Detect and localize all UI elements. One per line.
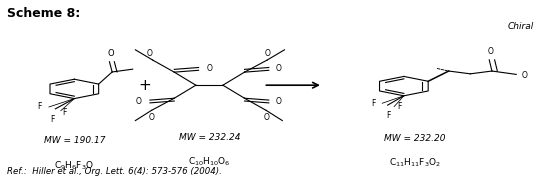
- Text: C$_{10}$H$_{10}$O$_6$: C$_{10}$H$_{10}$O$_6$: [188, 156, 231, 168]
- Text: O: O: [107, 49, 114, 58]
- Text: O: O: [207, 64, 212, 73]
- Text: O: O: [488, 47, 494, 56]
- Text: O: O: [149, 113, 155, 122]
- Text: C$_9$H$_6$F$_3$O: C$_9$H$_6$F$_3$O: [54, 160, 94, 172]
- Text: O: O: [147, 49, 153, 58]
- Text: O: O: [275, 64, 281, 73]
- Text: Chiral: Chiral: [507, 22, 534, 31]
- Text: F: F: [37, 101, 42, 111]
- Text: +: +: [138, 78, 151, 93]
- Text: O: O: [263, 113, 269, 122]
- Text: O: O: [264, 49, 270, 58]
- Text: F: F: [62, 108, 66, 117]
- Text: F: F: [371, 99, 376, 108]
- Text: F: F: [50, 115, 55, 124]
- Text: F: F: [397, 102, 402, 112]
- Text: Ref.:  Hiller et al., Org. Lett. 6(4): 573-576 (2004).: Ref.: Hiller et al., Org. Lett. 6(4): 57…: [7, 167, 222, 177]
- Text: O: O: [522, 71, 527, 80]
- Text: O: O: [275, 97, 281, 106]
- Text: MW = 232.24: MW = 232.24: [179, 133, 240, 142]
- Text: Scheme 8:: Scheme 8:: [7, 7, 80, 20]
- Text: MW = 232.20: MW = 232.20: [384, 134, 445, 143]
- Text: F: F: [387, 111, 391, 120]
- Text: O: O: [136, 97, 142, 106]
- Text: MW = 190.17: MW = 190.17: [43, 136, 105, 145]
- Text: C$_{11}$H$_{11}$F$_3$O$_2$: C$_{11}$H$_{11}$F$_3$O$_2$: [389, 157, 440, 169]
